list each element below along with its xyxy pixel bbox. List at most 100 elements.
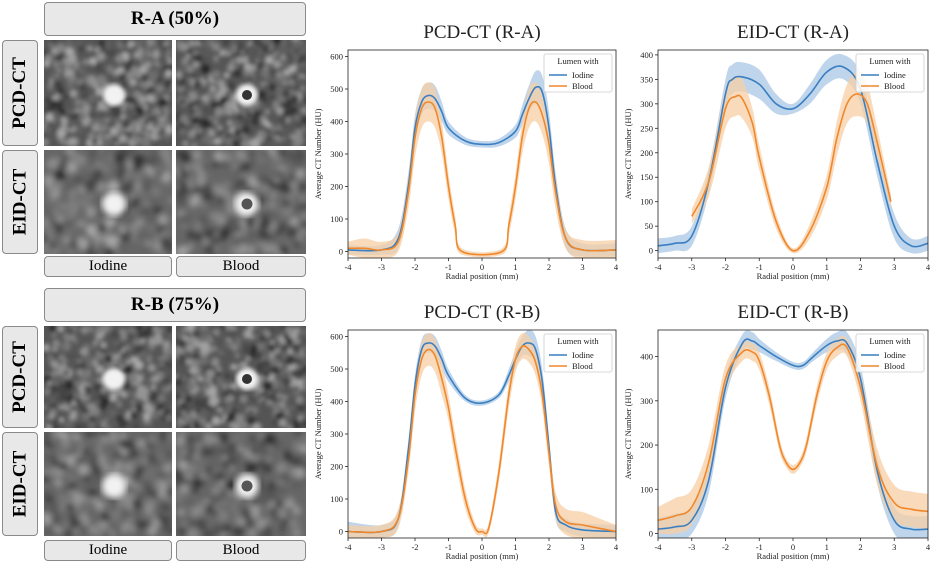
plot-area xyxy=(348,330,616,538)
col-label-ra-iodine-text: Iodine xyxy=(88,258,128,274)
legend-entry-iodine: Iodine xyxy=(884,350,906,360)
vessel-center xyxy=(241,480,253,492)
y-tick-label: 200 xyxy=(640,440,653,450)
y-tick-label: 400 xyxy=(330,397,343,407)
ct-image-rb-eid-blood-svg xyxy=(176,432,306,536)
x-tick-label: -1 xyxy=(445,542,452,552)
x-tick-label: 1 xyxy=(825,542,829,552)
y-tick-label: 0 xyxy=(649,529,653,539)
group-title-ra: R-A (50%) xyxy=(44,2,306,36)
x-tick-label: 0 xyxy=(480,262,484,272)
ct-image-ra-eid-blood xyxy=(176,150,306,254)
legend-box xyxy=(855,333,925,373)
legend-box xyxy=(543,333,613,373)
legend-entry-blood: Blood xyxy=(884,361,906,371)
x-tick-label: -3 xyxy=(378,542,385,552)
y-tick-label: 0 xyxy=(649,246,653,256)
y-tick-label: 300 xyxy=(640,396,653,406)
y-tick-label: 100 xyxy=(330,214,343,224)
col-label-rb-blood-text: Blood xyxy=(222,542,260,558)
y-tick-label: 300 xyxy=(640,99,653,109)
y-tick-label: 100 xyxy=(640,197,653,207)
series-line-blood xyxy=(658,343,928,522)
x-tick-label: 2 xyxy=(547,542,551,552)
x-tick-label: 2 xyxy=(858,542,862,552)
chart-title: PCD-CT (R-B) xyxy=(424,302,540,323)
y-tick-label: 300 xyxy=(330,429,343,439)
row-label-ra-eid: EID-CT xyxy=(2,150,38,254)
legend-title: Lumen with xyxy=(869,56,911,66)
x-axis-label: Radial position (mm) xyxy=(757,271,830,281)
x-tick-label: 2 xyxy=(858,262,862,272)
x-tick-label: 4 xyxy=(614,542,619,552)
y-tick-label: 400 xyxy=(640,352,653,362)
legend-box xyxy=(855,53,925,93)
x-tick-label: 0 xyxy=(480,542,484,552)
y-tick-label: 500 xyxy=(330,364,343,374)
series-line-blood xyxy=(348,100,616,256)
chart-eid-rb: EID-CT (R-B) -4 -3 -2 -1 0 1 2 3 4 0 100 200 300 400 Ra… xyxy=(623,302,931,561)
chart-title: PCD-CT (R-A) xyxy=(423,22,540,43)
confidence-band-blood xyxy=(348,82,616,258)
col-label-ra-iodine: Iodine xyxy=(44,256,172,277)
row-label-rb-eid-text: EID-CT xyxy=(9,450,31,518)
x-tick-label: 3 xyxy=(580,262,584,272)
y-tick-label: 100 xyxy=(330,494,343,504)
x-tick-label: -1 xyxy=(756,262,763,272)
y-axis-label: Average CT Number (HU) xyxy=(313,108,323,199)
x-tick-label: 1 xyxy=(513,262,517,272)
y-tick-label: 400 xyxy=(640,50,653,60)
vessel-lumen xyxy=(102,474,126,498)
ct-image-ra-eid-iodine-svg xyxy=(44,150,172,254)
x-tick-label: 4 xyxy=(926,262,931,272)
ct-image-ra-eid-blood-svg xyxy=(176,150,306,254)
x-tick-label: 3 xyxy=(892,542,896,552)
y-tick-label: 350 xyxy=(640,74,653,84)
ct-image-rb-eid-blood xyxy=(176,432,306,536)
ct-image-rb-eid-iodine-svg xyxy=(44,432,172,536)
y-tick-label: 0 xyxy=(339,247,343,257)
x-tick-label: -4 xyxy=(654,542,662,552)
x-axis-label: Radial position (mm) xyxy=(757,551,830,561)
x-tick-label: -1 xyxy=(445,262,452,272)
chart-pcd-ra: PCD-CT (R-A) -4 -3 -2 -1 0 1 2 3 4 0 100 200 300 400 50… xyxy=(313,22,619,281)
vessel-center xyxy=(241,198,253,210)
y-tick-label: 500 xyxy=(330,84,343,94)
y-tick-label: 600 xyxy=(330,332,343,342)
y-tick-label: 600 xyxy=(330,52,343,62)
x-tick-label: -4 xyxy=(344,262,352,272)
x-tick-label: 4 xyxy=(614,262,619,272)
legend-box xyxy=(543,53,613,93)
ct-image-ra-pcd-blood-svg xyxy=(176,40,306,146)
legend-entry-blood: Blood xyxy=(884,81,906,91)
vessel-center xyxy=(242,90,252,100)
y-axis-label: Average CT Number (HU) xyxy=(313,388,323,479)
confidence-band-iodine xyxy=(348,70,616,257)
ct-image-ra-pcd-iodine-svg xyxy=(44,40,172,146)
legend-entry-blood: Blood xyxy=(572,81,594,91)
y-tick-label: 150 xyxy=(640,172,653,182)
row-label-rb-pcd-text: PCD-CT xyxy=(9,341,30,413)
x-tick-label: 0 xyxy=(791,262,795,272)
legend-title: Lumen with xyxy=(557,336,599,346)
x-tick-label: 0 xyxy=(791,542,795,552)
chart-title: EID-CT (R-B) xyxy=(738,302,849,323)
ct-image-rb-pcd-iodine xyxy=(44,326,172,428)
vessel-lumen xyxy=(103,84,125,106)
x-tick-label: 1 xyxy=(513,542,517,552)
plot-area xyxy=(658,53,928,254)
y-tick-label: 250 xyxy=(640,123,653,133)
row-label-rb-eid: EID-CT xyxy=(2,432,38,536)
x-tick-label: -3 xyxy=(378,262,385,272)
x-tick-label: -4 xyxy=(344,542,352,552)
x-axis-label: Radial position (mm) xyxy=(446,271,519,281)
x-tick-label: 3 xyxy=(892,262,896,272)
ct-image-rb-pcd-iodine-svg xyxy=(44,326,172,428)
confidence-band-blood xyxy=(691,72,891,254)
y-axis-label: Average CT Number (HU) xyxy=(623,388,633,479)
row-label-ra-pcd-text: PCD-CT xyxy=(9,57,30,129)
row-label-ra-eid-text: EID-CT xyxy=(9,168,31,236)
